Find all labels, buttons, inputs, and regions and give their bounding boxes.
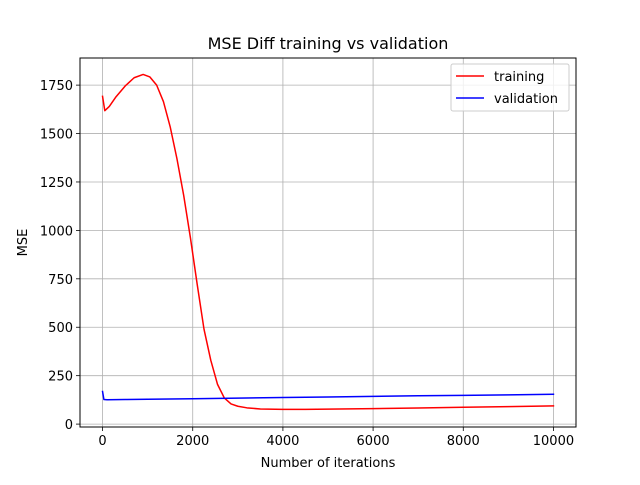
x-tick-label: 4000 — [266, 434, 299, 449]
y-tick-label: 1750 — [40, 79, 73, 94]
x-tick-label: 10000 — [533, 434, 574, 449]
x-tick-label: 6000 — [357, 434, 390, 449]
tick-layer: 0 2000 4000 6000 8000 10000 0 250 500 750 1000 1250… — [40, 79, 574, 449]
y-tick-label: 0 — [65, 418, 73, 433]
y-tick-label: 1500 — [40, 128, 73, 143]
x-tick-label: 2000 — [176, 434, 209, 449]
series-line-validation — [101, 390, 555, 401]
y-tick-label: 250 — [48, 370, 73, 385]
series-line-training — [101, 73, 555, 411]
x-tick-label: 8000 — [447, 434, 480, 449]
grid-layer — [80, 58, 576, 427]
legend-label-validation: validation — [494, 92, 558, 107]
chart-title: MSE Diff training vs validation — [208, 34, 449, 53]
y-axis-label: MSE — [16, 229, 31, 257]
y-tick-label: 750 — [48, 273, 73, 288]
y-tick-label: 1250 — [40, 176, 73, 191]
x-axis-label: Number of iterations — [261, 456, 396, 471]
y-tick-label: 500 — [48, 321, 73, 336]
legend: training validation — [450, 63, 570, 112]
x-tick-label: 0 — [98, 434, 106, 449]
legend-label-training: training — [494, 70, 544, 85]
series-layer — [101, 73, 555, 411]
y-tick-label: 1000 — [40, 224, 73, 239]
plot-frame — [79, 57, 577, 428]
